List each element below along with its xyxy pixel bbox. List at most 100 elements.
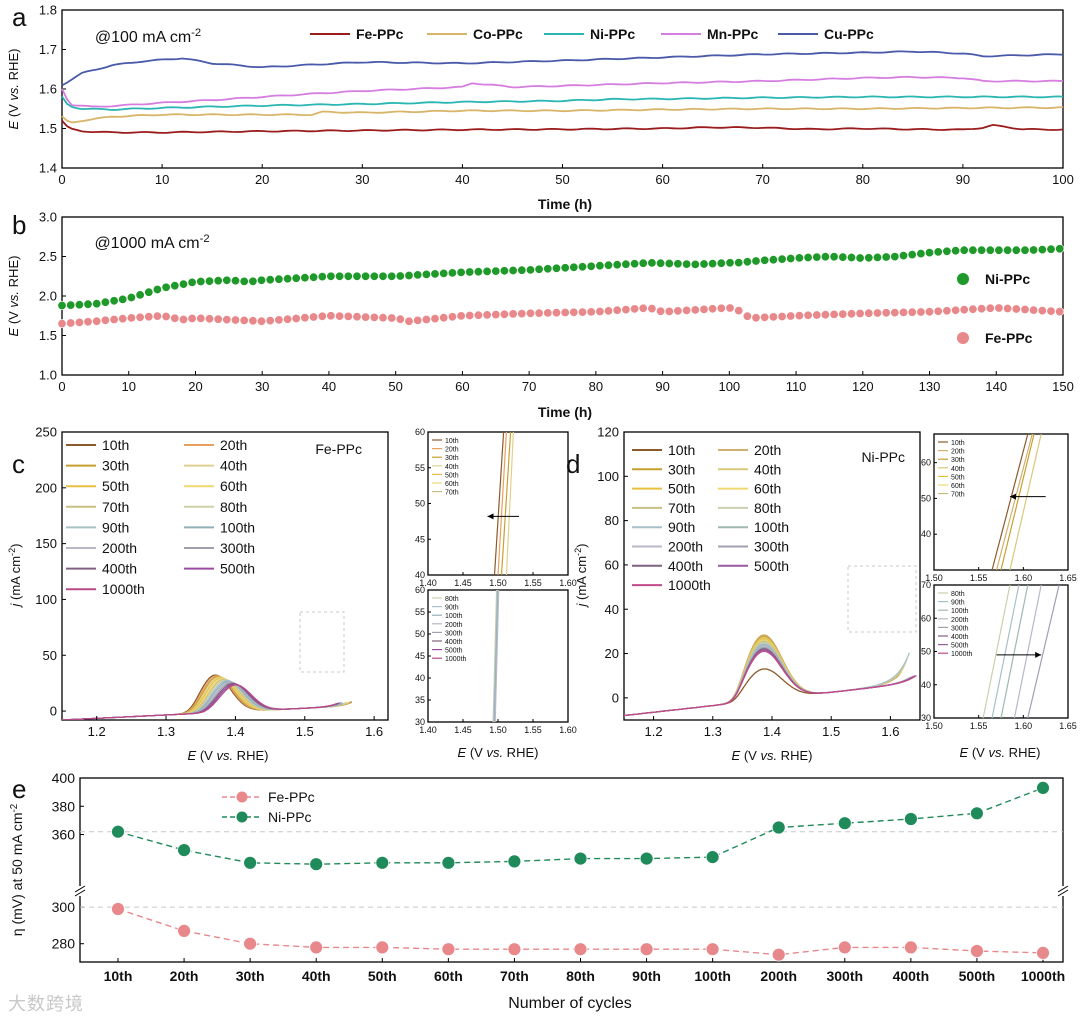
panel-e-xtick-label: 100th [694,968,731,984]
panel-b-point [699,304,709,314]
panel-b-point [951,246,961,256]
panel-e-ytick-label: 360 [52,827,76,843]
panel-c-curve-1000th [62,684,337,720]
panel-b-point [482,310,492,320]
panel-a-ytick-label: 1.5 [39,121,57,136]
panel-b-point [465,267,475,277]
panel-b-point [413,270,423,280]
panel-e-xlabel: Number of cycles [508,995,632,1012]
panel-b-point [951,305,961,315]
panel-b-point [335,311,345,321]
panel-b-ytick-label: 2.5 [39,249,57,264]
panel-b-point [673,306,683,316]
panel-c-inset-bottom-ytick-label: 45 [415,651,425,661]
panel-a-ytick-label: 1.8 [39,3,57,18]
panel-e-point-Fe-PPc [507,942,522,957]
panel-b-point [196,276,206,286]
panel-a-legend-label: Ni-PPc [590,26,635,42]
panel-d-ytick-label: 100 [597,469,619,484]
panel-b-point [196,313,206,323]
panel-b-letter: b [12,210,26,240]
panel-b-point [855,253,865,263]
panel-b-point [734,306,744,316]
panel-b-point [942,306,952,316]
panel-b-point [239,276,249,286]
panel-d-legend-label: 50th [668,481,695,497]
panel-c-xtick-label: 1.3 [157,724,175,739]
panel-b-point [543,264,553,274]
panel-b-xlabel: Time (h) [538,404,592,420]
panel-e-axis-break-gap [1057,886,1069,896]
panel-c-legend-label: 90th [102,519,129,535]
panel-b-legend-marker [957,273,969,285]
panel-a-xtick-label: 70 [755,172,769,187]
panel-a-annotation: @100 mA cm-2 [95,27,201,46]
panel-b-point [1011,304,1021,314]
panel-b-point [421,269,431,279]
panel-a-xtick-label: 0 [58,172,65,187]
panel-d-inset-bottom-legend-label: 1000th [951,651,973,658]
panel-c-inset-top-ytick-label: 40 [415,570,425,580]
panel-c-inset-top-ytick-label: 55 [415,463,425,473]
panel-b-point [586,261,596,271]
panel-b-point [959,245,969,255]
panel-b-point [135,312,145,322]
panel-c-inset-bottom-legend-label: 300th [445,630,463,637]
panel-c-xtick-label: 1.5 [296,724,314,739]
panel-e-point-Ni-PPc [573,851,588,866]
panel-d-legend-label: 300th [754,539,789,555]
panel-b-point [1037,245,1047,255]
panel-e-xtick-label: 90th [632,968,661,984]
panel-b-point [161,282,171,292]
panel-b-point [326,271,336,281]
panel-e-point-Ni-PPc [441,855,456,870]
panel-e-point-Fe-PPc [111,902,125,916]
panel-b-xtick-label: 10 [121,379,135,394]
panel-b-point [404,270,414,280]
panel-d-inset-bottom-xtick-label: 1.60 [1015,721,1033,731]
panel-c-inset-top-legend-label: 20th [445,447,459,454]
panel-c-inset-bottom-ytick-label: 30 [415,717,425,727]
panel-a-xtick-label: 60 [655,172,669,187]
panel-b-point [74,317,84,327]
panel-a-legend-label: Mn-PPc [707,26,759,42]
panel-b-point [283,274,293,284]
panel-b-point [100,297,110,307]
panel-b-point [343,271,353,281]
panel-d-inset-top-curve [991,433,1029,571]
panel-e-point-Ni-PPc [837,816,852,831]
panel-b-point [491,266,501,276]
panel-d-xtick-label: 1.4 [763,724,781,739]
panel-a-letter: a [12,2,27,32]
panel-c-inset-top-ytick-label: 50 [415,499,425,509]
panel-c-legend-label: 100th [220,519,255,535]
panel-d-inset-top-legend-label: 50th [951,474,965,481]
panel-b-xtick-label: 100 [718,379,740,394]
panel-b-point [656,258,666,268]
panel-b-point [387,313,397,323]
panel-b-point [1003,245,1013,255]
panel-b-series-Fe-PPc [57,303,1065,329]
panel-b-point [274,315,284,325]
panel-b-point [924,248,934,258]
panel-b-point [508,309,518,319]
panel-a-series-Mn-PPc [61,75,1064,108]
panel-b-point [612,260,622,270]
panel-e-point-Ni-PPc [309,857,324,872]
panel-d-legend-label: 500th [754,558,789,574]
panel-d-inset-bottom-legend-label: 300th [951,625,969,632]
panel-c-legend-label: 1000th [102,581,145,597]
panel-e-point-Ni-PPc [904,812,918,826]
panel-b-point [560,307,570,317]
panel-b-point [170,313,180,323]
panel-e-xtick-label: 400th [893,968,930,984]
panel-c-legend-label: 80th [220,499,247,515]
panel-d-inset-top-curve [1009,433,1042,571]
panel-e-axis-break [74,885,86,893]
panel-b-point [387,271,397,281]
panel-b-point [352,312,362,322]
panel-b-point [690,305,700,315]
panel-c-xtick-label: 1.4 [226,724,244,739]
panel-b-point [872,308,882,318]
